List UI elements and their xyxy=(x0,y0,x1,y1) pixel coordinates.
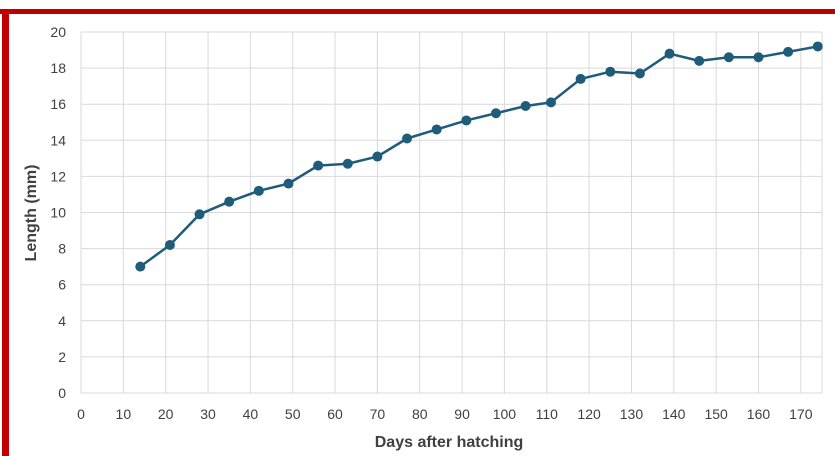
x-tick-label: 100 xyxy=(493,406,517,422)
data-point xyxy=(812,41,823,52)
x-tick-label: 80 xyxy=(412,406,428,422)
x-tick-label: 50 xyxy=(285,406,301,422)
frame-border-left xyxy=(2,9,9,456)
x-tick-label: 0 xyxy=(77,406,85,422)
x-tick-label: 150 xyxy=(704,406,728,422)
y-tick-label: 14 xyxy=(50,132,66,148)
y-tick-label: 6 xyxy=(58,277,66,293)
y-tick-label: 2 xyxy=(58,349,66,365)
x-axis-title: Days after hatching xyxy=(375,434,523,451)
x-tick-label: 120 xyxy=(577,406,601,422)
x-tick-label: 140 xyxy=(662,406,686,422)
data-point xyxy=(575,73,586,84)
data-point xyxy=(723,52,734,63)
data-point xyxy=(605,66,616,77)
data-point xyxy=(431,124,442,135)
x-tick-label: 60 xyxy=(327,406,343,422)
data-point xyxy=(283,178,294,189)
data-point xyxy=(783,46,794,57)
y-tick-label: 12 xyxy=(50,168,66,184)
data-point xyxy=(664,48,675,59)
x-tick-label: 170 xyxy=(789,406,813,422)
y-tick-label: 0 xyxy=(58,385,66,401)
data-point xyxy=(224,196,235,207)
x-tick-label: 30 xyxy=(200,406,216,422)
y-tick-label: 16 xyxy=(50,96,66,112)
data-point xyxy=(194,209,205,220)
y-axis-title: Length (mm) xyxy=(23,165,40,262)
data-point xyxy=(753,52,764,63)
x-tick-label: 160 xyxy=(747,406,771,422)
data-point xyxy=(135,261,146,272)
data-point xyxy=(461,115,472,126)
data-point xyxy=(546,97,557,108)
data-point xyxy=(313,160,324,171)
data-point xyxy=(164,239,175,250)
data-point xyxy=(342,158,353,169)
data-point xyxy=(402,133,413,144)
x-tick-label: 110 xyxy=(536,406,559,422)
data-point xyxy=(520,101,531,112)
frame-border-top xyxy=(0,9,835,14)
y-tick-label: 8 xyxy=(58,241,66,257)
tick-labels: 0 2 4 6 8 10 12 14 16 18 20 0 10 20 30 40 50 60 70 80 90 100 1… xyxy=(50,24,812,422)
data-point xyxy=(694,55,705,66)
y-tick-label: 18 xyxy=(50,60,66,76)
y-tick-label: 4 xyxy=(58,313,66,329)
data-point xyxy=(490,108,501,119)
x-tick-label: 90 xyxy=(454,406,470,422)
x-tick-label: 10 xyxy=(116,406,132,422)
x-tick-label: 40 xyxy=(243,406,259,422)
data-point xyxy=(253,185,264,196)
x-tick-label: 130 xyxy=(620,406,644,422)
data-point xyxy=(634,68,645,79)
data-point xyxy=(372,151,383,162)
x-tick-label: 20 xyxy=(158,406,174,422)
y-tick-label: 20 xyxy=(50,24,66,40)
grid-lines xyxy=(80,31,823,394)
series-layer xyxy=(135,41,823,272)
y-tick-label: 10 xyxy=(50,205,66,221)
x-tick-label: 70 xyxy=(370,406,386,422)
